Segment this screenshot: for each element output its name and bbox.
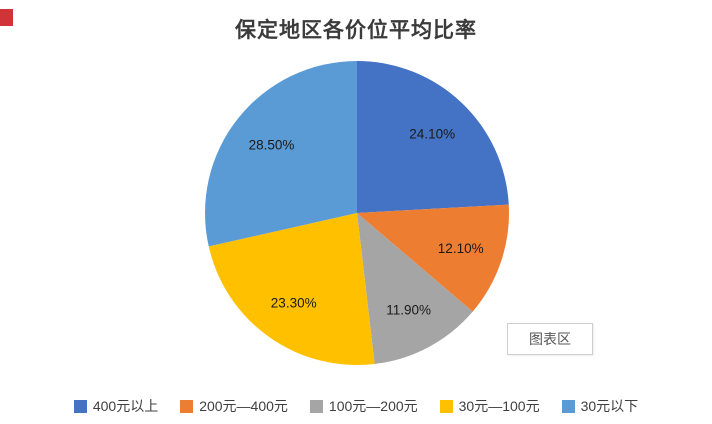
legend-item-0[interactable]: 400元以上 — [73, 396, 159, 416]
chart-legend: 400元以上 200元—400元 100元—200元 30元—100元 30元以下 — [0, 396, 712, 416]
legend-item-2[interactable]: 100元—200元 — [309, 396, 418, 416]
pie-slice-1[interactable] — [357, 204, 510, 312]
pie-slice-0[interactable] — [357, 61, 509, 213]
legend-label: 30元—100元 — [458, 398, 540, 414]
pie-slice-4[interactable] — [205, 61, 357, 247]
legend-swatch-icon — [439, 399, 453, 413]
pie-data-label: 24.10% — [409, 127, 455, 142]
legend-label: 400元以上 — [92, 398, 159, 414]
pie-slice-3[interactable] — [208, 213, 375, 365]
chart-title: 保定地区各价位平均比率 — [235, 19, 477, 42]
legend-item-1[interactable]: 200元—400元 — [180, 396, 288, 416]
legend-label: 30元以下 — [580, 398, 639, 414]
legend-item-4[interactable]: 30元以下 — [561, 396, 639, 416]
legend-label: 100元—200元 — [328, 398, 418, 414]
pie-data-label: 28.50% — [249, 138, 295, 153]
legend-item-3[interactable]: 30元—100元 — [439, 396, 540, 416]
red-marker-icon — [0, 9, 13, 26]
pie-data-label: 23.30% — [271, 295, 317, 310]
pie-data-label: 12.10% — [438, 241, 484, 256]
pie-data-label: 11.90% — [386, 303, 431, 318]
legend-swatch-icon — [180, 399, 194, 413]
legend-label: 200元—400元 — [199, 398, 288, 414]
pie-slice-2[interactable] — [357, 213, 473, 364]
legend-swatch-icon — [561, 399, 575, 413]
legend-swatch-icon — [73, 399, 87, 413]
chart-area-tooltip: 图表区 — [507, 323, 593, 355]
legend-swatch-icon — [309, 399, 323, 413]
